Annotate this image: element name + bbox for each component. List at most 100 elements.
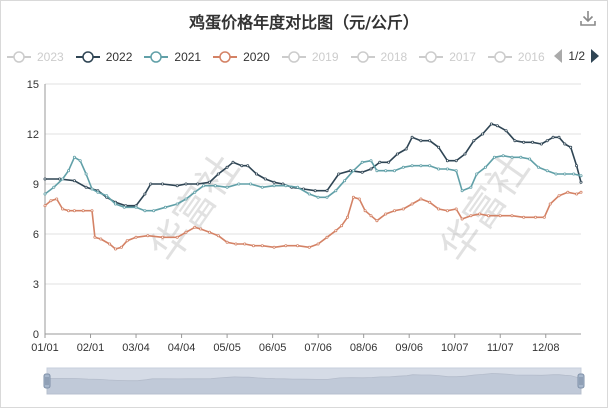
data-point	[437, 167, 441, 171]
data-point	[395, 152, 399, 156]
x-tick-label: 03/04	[122, 342, 150, 354]
data-point	[199, 227, 203, 231]
data-point	[401, 207, 405, 211]
data-point	[196, 182, 200, 186]
data-point	[225, 185, 229, 189]
data-point	[410, 202, 414, 206]
data-point	[202, 184, 206, 188]
legend-label: 2019	[311, 50, 339, 64]
data-point	[49, 199, 53, 203]
data-point	[534, 215, 538, 219]
data-point	[61, 207, 65, 211]
data-point	[67, 169, 71, 173]
watermark-text: 华富社	[432, 146, 539, 271]
data-point	[483, 165, 487, 169]
data-point	[340, 224, 344, 228]
data-point	[163, 205, 167, 209]
data-point	[519, 155, 523, 159]
data-point	[307, 192, 311, 196]
data-point	[410, 135, 414, 139]
zoom-handle-right[interactable]	[577, 373, 585, 389]
legend-prev-page-button[interactable]	[554, 49, 563, 63]
data-point	[454, 159, 458, 163]
x-tick-label: 02/01	[77, 342, 105, 354]
data-point	[284, 184, 288, 188]
y-tick-label: 9	[33, 179, 39, 191]
legend-item-2019[interactable]: 2019	[281, 47, 339, 67]
data-point	[428, 200, 432, 204]
data-point	[445, 159, 449, 163]
data-point	[428, 139, 432, 143]
data-point	[392, 209, 396, 213]
data-point	[225, 165, 229, 169]
legend-marker-icon	[281, 51, 306, 63]
x-tick-label: 04/04	[168, 342, 196, 354]
legend-item-2016[interactable]: 2016	[487, 47, 545, 67]
legend-item-2020[interactable]: 2020	[213, 47, 270, 67]
y-axis-ticks: 0 3 6 9 12 15	[27, 79, 46, 341]
data-point	[243, 242, 247, 246]
zoom-handle-left[interactable]	[43, 373, 51, 389]
data-point	[316, 242, 320, 246]
legend-item-2018[interactable]: 2018	[350, 47, 408, 67]
data-point	[345, 215, 349, 219]
data-point	[401, 165, 405, 169]
data-point	[254, 172, 258, 176]
data-point	[78, 159, 82, 163]
data-point	[81, 209, 85, 213]
y-gridlines	[45, 83, 581, 335]
data-point	[404, 147, 408, 151]
legend-next-page-button[interactable]	[591, 49, 599, 63]
data-point	[478, 212, 482, 216]
data-zoom-slider[interactable]	[43, 367, 585, 395]
legend-item-2022[interactable]: 2022	[75, 47, 132, 67]
data-point	[207, 180, 211, 184]
legend-item-2017[interactable]: 2017	[419, 47, 476, 67]
legend-item-2021[interactable]: 2021	[144, 47, 201, 67]
y-tick-label: 6	[33, 229, 39, 241]
data-point	[58, 177, 62, 181]
data-point	[184, 182, 188, 186]
data-point	[337, 172, 341, 176]
legend-label: 2023	[37, 50, 64, 64]
data-point	[437, 207, 441, 211]
legend-item-2023[interactable]: 2023	[7, 47, 64, 67]
data-point	[237, 182, 241, 186]
legend-marker-icon	[7, 51, 31, 63]
data-point	[492, 155, 496, 159]
data-point	[272, 245, 276, 249]
data-point	[419, 164, 423, 168]
download-icon[interactable]	[579, 9, 597, 27]
data-point	[481, 132, 485, 136]
data-point	[360, 160, 364, 164]
data-point	[316, 195, 320, 199]
legend-marker-icon	[75, 51, 100, 63]
data-point	[460, 217, 464, 221]
data-point	[325, 195, 329, 199]
data-point	[572, 172, 576, 176]
data-point	[160, 182, 164, 186]
data-point	[363, 209, 367, 213]
data-point	[454, 207, 458, 211]
data-point	[149, 182, 153, 186]
data-point	[513, 139, 517, 143]
legend-label: 2021	[174, 50, 202, 64]
data-point	[216, 172, 220, 176]
x-tick-label: 07/06	[304, 342, 332, 354]
data-point	[96, 190, 100, 194]
data-point	[437, 145, 441, 149]
legend-marker-icon	[144, 51, 169, 63]
data-point	[528, 157, 532, 161]
data-point	[569, 145, 573, 149]
data-point	[175, 202, 179, 206]
data-point	[272, 180, 276, 184]
data-point	[84, 185, 88, 189]
data-point	[545, 139, 549, 143]
data-point	[152, 209, 156, 213]
legend-label: 2018	[380, 50, 408, 64]
legend-marker-icon	[487, 51, 512, 63]
data-point	[351, 169, 355, 173]
data-point	[554, 172, 558, 176]
data-point	[251, 244, 255, 248]
